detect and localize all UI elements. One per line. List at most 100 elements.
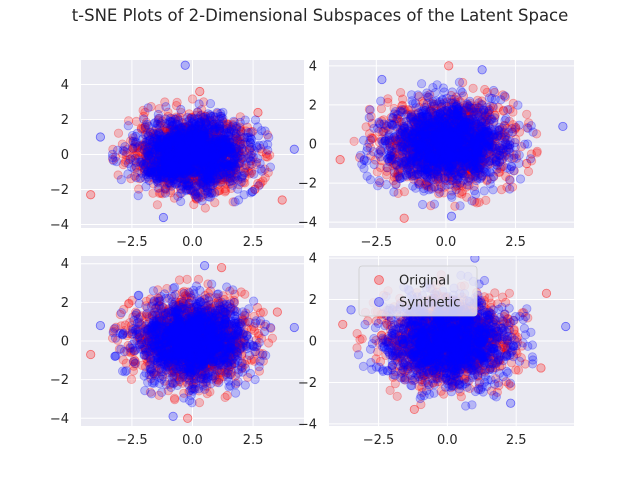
data-point bbox=[157, 157, 167, 167]
data-point bbox=[138, 105, 148, 116]
data-point bbox=[210, 175, 220, 185]
data-point bbox=[211, 142, 221, 152]
data-point bbox=[444, 61, 454, 71]
data-point bbox=[194, 163, 204, 173]
data-point bbox=[225, 168, 235, 178]
data-point bbox=[217, 146, 227, 156]
data-point bbox=[154, 128, 164, 138]
data-point bbox=[178, 132, 188, 142]
data-point bbox=[154, 113, 164, 124]
data-point bbox=[196, 160, 206, 170]
data-point bbox=[161, 184, 171, 194]
data-point bbox=[168, 167, 179, 177]
data-point bbox=[480, 84, 490, 95]
data-point bbox=[193, 165, 203, 175]
data-point bbox=[199, 142, 209, 152]
data-point bbox=[454, 77, 464, 87]
data-point bbox=[245, 127, 255, 138]
data-point bbox=[202, 139, 212, 149]
data-point bbox=[209, 140, 219, 150]
data-point bbox=[175, 162, 186, 172]
data-point bbox=[222, 167, 232, 177]
data-point bbox=[199, 167, 209, 177]
data-point bbox=[197, 158, 207, 168]
data-point bbox=[156, 168, 167, 178]
data-point bbox=[222, 167, 232, 177]
data-point bbox=[163, 111, 173, 122]
data-point bbox=[192, 155, 202, 165]
data-point bbox=[228, 158, 238, 168]
data-point bbox=[195, 138, 206, 148]
data-point bbox=[135, 161, 145, 171]
data-point bbox=[200, 156, 210, 166]
data-point bbox=[154, 129, 164, 139]
data-point bbox=[152, 134, 162, 144]
data-point bbox=[207, 167, 217, 178]
data-point bbox=[155, 120, 165, 131]
data-point bbox=[216, 175, 226, 185]
data-point bbox=[262, 130, 272, 140]
data-point bbox=[190, 134, 200, 144]
data-point bbox=[206, 150, 216, 160]
data-point bbox=[182, 138, 192, 148]
data-point bbox=[179, 152, 189, 162]
data-point bbox=[160, 149, 170, 159]
data-point bbox=[179, 145, 189, 155]
data-point bbox=[170, 137, 181, 147]
data-point bbox=[192, 154, 202, 164]
data-point bbox=[171, 167, 181, 177]
data-point bbox=[201, 137, 211, 147]
data-point bbox=[234, 195, 244, 205]
data-point bbox=[158, 142, 168, 153]
data-point bbox=[505, 175, 515, 185]
data-point bbox=[169, 151, 179, 161]
data-point bbox=[225, 146, 235, 156]
data-point bbox=[205, 158, 215, 168]
data-point bbox=[349, 136, 359, 146]
data-point bbox=[130, 150, 140, 161]
data-point bbox=[181, 125, 192, 135]
data-point bbox=[184, 174, 194, 184]
data-point bbox=[202, 138, 212, 148]
data-point bbox=[235, 122, 245, 132]
data-point bbox=[198, 136, 208, 146]
data-point bbox=[187, 173, 197, 183]
data-point bbox=[163, 161, 174, 171]
x-tick-label: 2.5 bbox=[243, 235, 264, 250]
data-point bbox=[213, 144, 223, 154]
data-point bbox=[213, 136, 223, 146]
data-point bbox=[219, 142, 229, 152]
data-point bbox=[227, 150, 237, 160]
data-point bbox=[217, 155, 227, 165]
data-point bbox=[207, 134, 217, 144]
data-point bbox=[165, 155, 175, 165]
data-point bbox=[209, 154, 219, 164]
data-point bbox=[235, 117, 245, 128]
data-point bbox=[163, 180, 173, 190]
data-point bbox=[160, 142, 170, 152]
data-point bbox=[138, 123, 148, 133]
data-point bbox=[203, 154, 213, 164]
data-point bbox=[140, 122, 150, 133]
data-point bbox=[221, 179, 231, 189]
data-point bbox=[206, 161, 216, 171]
data-point bbox=[198, 159, 209, 170]
data-point bbox=[176, 104, 186, 115]
data-point bbox=[177, 122, 188, 132]
data-point bbox=[190, 170, 200, 180]
data-point bbox=[182, 144, 192, 154]
data-point bbox=[219, 147, 229, 157]
data-point bbox=[194, 193, 204, 203]
data-point bbox=[180, 146, 190, 156]
data-point bbox=[224, 172, 234, 182]
data-point bbox=[236, 126, 246, 136]
data-point bbox=[247, 148, 257, 159]
data-point bbox=[468, 83, 478, 93]
data-point bbox=[254, 181, 264, 191]
data-point bbox=[145, 142, 155, 152]
data-point bbox=[175, 112, 185, 123]
data-point bbox=[168, 153, 178, 163]
data-point bbox=[164, 153, 174, 163]
data-point bbox=[198, 155, 208, 165]
